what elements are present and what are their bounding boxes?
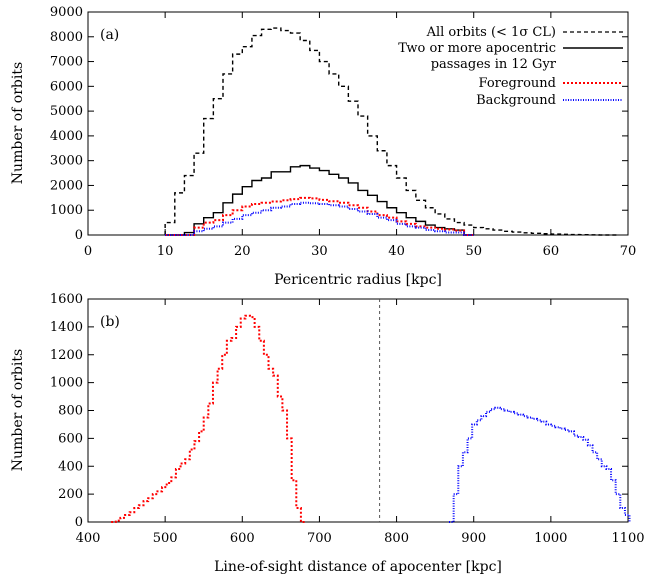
panel-a-label: (a) bbox=[100, 27, 119, 43]
xtick-label-0: 0 bbox=[84, 244, 92, 259]
ytick-label-1400: 1400 bbox=[50, 320, 83, 335]
panel-a-series bbox=[164, 27, 619, 236]
ytick-label-1600: 1600 bbox=[50, 292, 83, 307]
ytick-label-600: 600 bbox=[58, 431, 83, 446]
series-line-a-two-or-more-apocentric-passages-in-12-gyr bbox=[165, 164, 474, 236]
ytick-label-200: 200 bbox=[58, 487, 83, 502]
xtick-label-1100: 1100 bbox=[611, 531, 644, 546]
panel-b-series bbox=[111, 299, 631, 523]
xtick-label-500: 500 bbox=[153, 531, 178, 546]
ytick-label-1000: 1000 bbox=[50, 376, 83, 391]
series-line-b-foreground bbox=[111, 314, 306, 523]
ytick-label-1200: 1200 bbox=[50, 348, 83, 363]
xtick-label-60: 60 bbox=[543, 244, 560, 259]
xtick-label-400: 400 bbox=[76, 531, 101, 546]
panel-a-ticks: 0 10 20 30 40 50 60 70 0 1000 2000 3000 4000 5000 6000… bbox=[50, 5, 636, 259]
xtick-label-50: 50 bbox=[465, 244, 482, 259]
ytick-label-800: 800 bbox=[58, 404, 83, 419]
xtick-label-700: 700 bbox=[307, 531, 332, 546]
legend-label-two-passages-1: Two or more apocentric bbox=[398, 41, 556, 56]
ytick-label-2000: 2000 bbox=[50, 178, 83, 193]
panel-a: 0 10 20 30 40 50 60 70 0 1000 2000 3000 4000 5000 6000… bbox=[10, 5, 636, 288]
xtick-label-40: 40 bbox=[388, 244, 405, 259]
ytick-label-6000: 6000 bbox=[50, 79, 83, 94]
legend: All orbits (< 1σ CL) Two or more apocent… bbox=[398, 25, 623, 108]
panel-b-label: (b) bbox=[100, 314, 120, 330]
panel-a-frame bbox=[87, 11, 629, 236]
legend-label-two-passages-2: passages in 12 Gyr bbox=[431, 57, 557, 72]
ytick-label-5000: 5000 bbox=[50, 104, 83, 119]
xtick-label-70: 70 bbox=[620, 244, 637, 259]
xtick-label-600: 600 bbox=[230, 531, 255, 546]
xtick-label-1000: 1000 bbox=[534, 531, 567, 546]
ytick-label-0: 0 bbox=[75, 515, 83, 530]
panel-a-ylabel: Number of orbits bbox=[10, 62, 26, 184]
ytick-label-7000: 7000 bbox=[50, 55, 83, 70]
xtick-label-20: 20 bbox=[234, 244, 251, 259]
panel-b-ticks: 400 500 600 700 800 900 1000 1100 0 200 400 600 800 1… bbox=[50, 292, 645, 546]
xtick-label-30: 30 bbox=[311, 244, 328, 259]
panel-b-ylabel: Number of orbits bbox=[10, 349, 26, 471]
xtick-label-10: 10 bbox=[157, 244, 174, 259]
ytick-label-400: 400 bbox=[58, 459, 83, 474]
legend-label-foreground: Foreground bbox=[479, 76, 556, 91]
ytick-label-0: 0 bbox=[75, 228, 83, 243]
ytick-label-1000: 1000 bbox=[50, 203, 83, 218]
series-line-a-background bbox=[165, 201, 474, 236]
series-line-b-background bbox=[449, 406, 631, 523]
series-line-a-foreground bbox=[165, 196, 474, 236]
xtick-label-800: 800 bbox=[384, 531, 409, 546]
panel-b-xlabel: Line-of-sight distance of apocenter [kpc… bbox=[214, 559, 502, 575]
panel-a-xlabel: Pericentric radius [kpc] bbox=[274, 272, 442, 288]
series-line-a-all-orbits-1-cl bbox=[164, 27, 619, 236]
ytick-label-9000: 9000 bbox=[50, 5, 83, 20]
panel-b: 400 500 600 700 800 900 1000 1100 0 200 400 600 800 1… bbox=[10, 292, 645, 575]
ytick-label-3000: 3000 bbox=[50, 154, 83, 169]
legend-label-background: Background bbox=[476, 93, 556, 108]
ytick-label-4000: 4000 bbox=[50, 129, 83, 144]
xtick-label-900: 900 bbox=[461, 531, 486, 546]
panel-b-frame bbox=[87, 298, 629, 523]
legend-label-all-orbits: All orbits (< 1σ CL) bbox=[426, 25, 556, 40]
ytick-label-8000: 8000 bbox=[50, 30, 83, 45]
